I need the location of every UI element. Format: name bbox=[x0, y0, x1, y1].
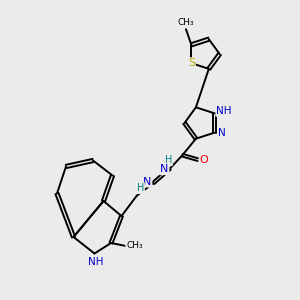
Text: N: N bbox=[143, 177, 152, 187]
Text: NH: NH bbox=[88, 257, 104, 267]
Text: N: N bbox=[218, 128, 226, 138]
Text: N: N bbox=[160, 164, 169, 174]
Text: H: H bbox=[137, 183, 144, 193]
Text: H: H bbox=[165, 155, 172, 165]
Text: CH₃: CH₃ bbox=[178, 18, 194, 27]
Text: NH: NH bbox=[216, 106, 232, 116]
Text: CH₃: CH₃ bbox=[126, 242, 143, 250]
Text: S: S bbox=[188, 58, 195, 68]
Text: O: O bbox=[200, 155, 208, 165]
